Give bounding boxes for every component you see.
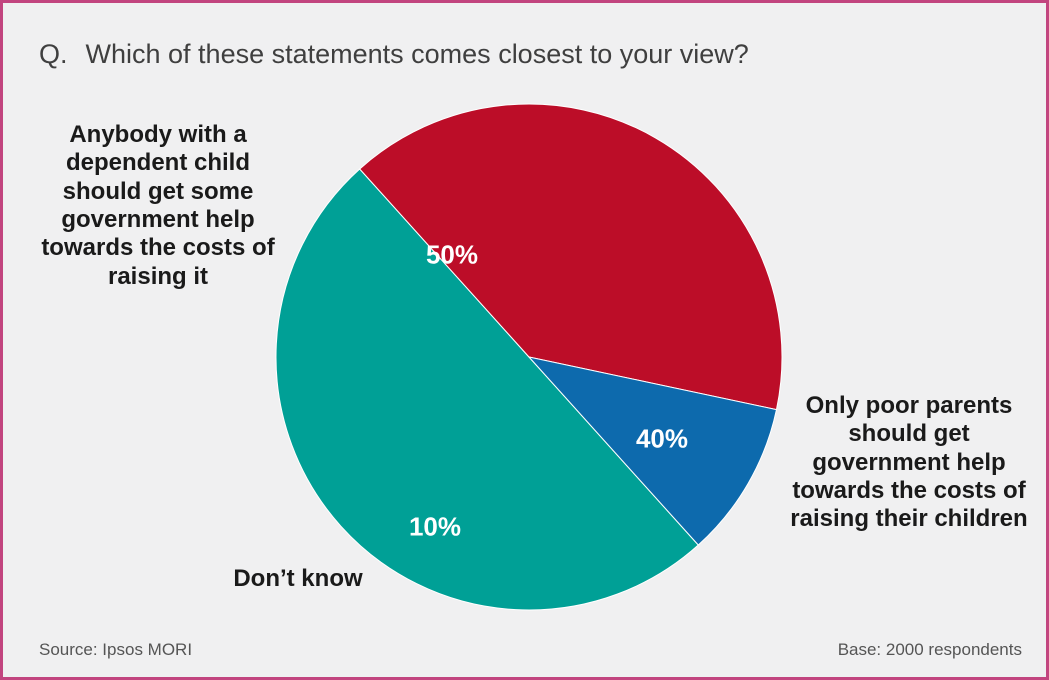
source-note: Source: Ipsos MORI — [39, 640, 193, 659]
base-note: Base: 2000 respondents — [837, 640, 1022, 659]
slice-label-dont-know: Don’t know — [233, 565, 363, 592]
slice-label-only-poor: Only poor parents should get government … — [790, 392, 1028, 533]
pie-slice-anybody — [275, 168, 699, 611]
slice-label-anybody: Anybody with a dependent child should ge… — [41, 121, 275, 290]
data-label-dont-know: 10% — [408, 511, 462, 542]
pie-chart — [275, 103, 783, 611]
question-text: Which of these statements comes closest … — [85, 39, 749, 69]
question: Q. Which of these statements comes closes… — [39, 39, 749, 70]
question-prefix: Q. — [39, 39, 68, 69]
data-label-only-poor: 40% — [635, 423, 689, 454]
pie-slice-dont-know — [527, 356, 778, 546]
data-label-anybody: 50% — [425, 239, 479, 270]
pie-slice-only-poor — [359, 103, 783, 411]
